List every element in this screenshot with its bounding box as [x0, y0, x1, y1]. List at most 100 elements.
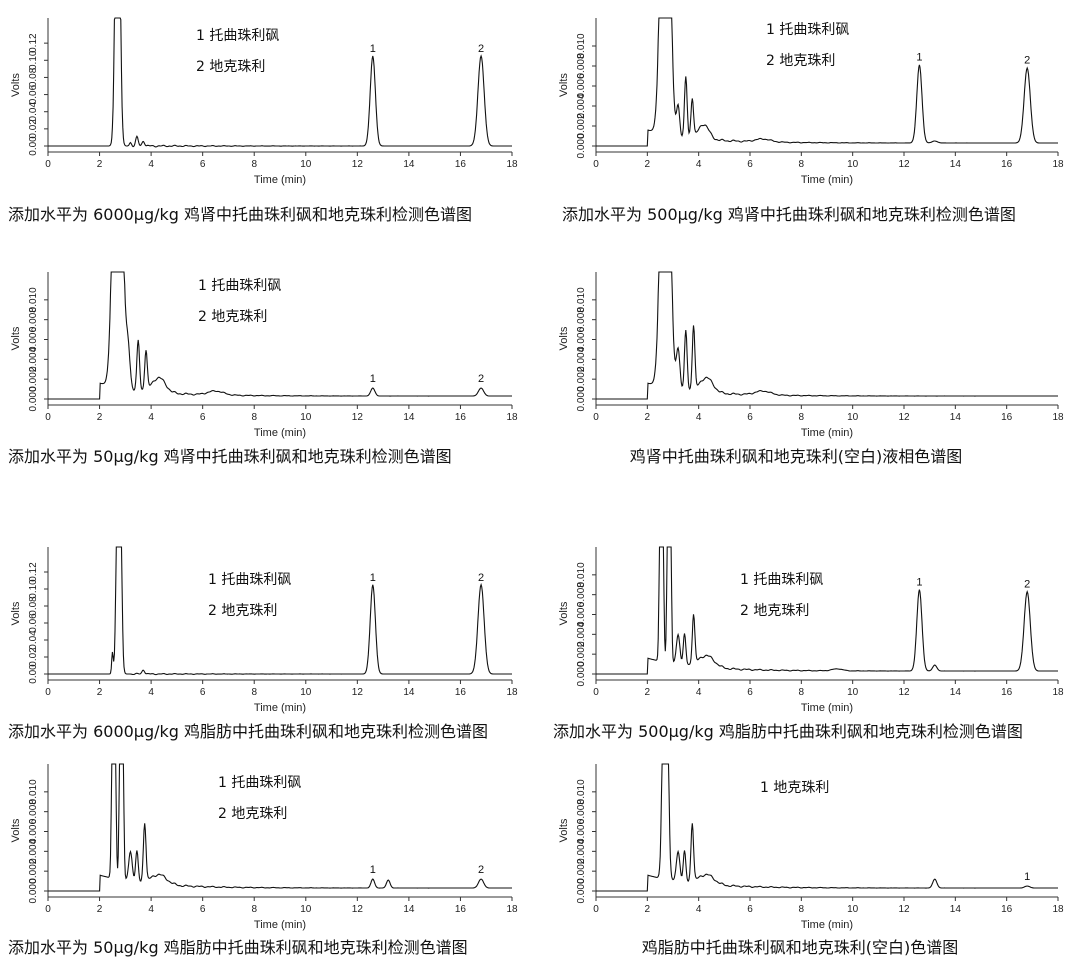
x-axis-title: Time (min) [254, 174, 306, 186]
y-tick-label: 0.10 [28, 50, 39, 70]
legend-entry: 1 托曲珠利砜 [766, 22, 849, 38]
peak-label: 2 [1024, 578, 1030, 590]
chromatogram-trace [48, 271, 512, 400]
x-tick-label: 14 [950, 412, 962, 423]
x-tick-label: 12 [352, 904, 364, 915]
chromatogram-trace [48, 763, 512, 892]
y-tick-label: 0.004 [576, 93, 587, 118]
x-tick-label: 18 [506, 904, 518, 915]
x-tick-label: 16 [455, 412, 467, 423]
y-tick-label: 0.10 [28, 579, 39, 599]
x-tick-label: 12 [352, 159, 364, 170]
x-tick-label: 12 [898, 159, 910, 170]
y-tick-label: 0.008 [28, 307, 39, 332]
x-tick-label: 6 [200, 904, 206, 915]
x-tick-label: 2 [97, 412, 103, 423]
y-tick-label: 0.008 [576, 582, 587, 607]
x-tick-label: 18 [506, 159, 518, 170]
x-tick-label: 2 [97, 159, 103, 170]
figure-caption: 添加水平为 50μg/kg 鸡脂肪中托曲珠利砜和地克珠利检测色谱图 [8, 938, 468, 957]
x-tick-label: 6 [200, 159, 206, 170]
x-tick-label: 0 [593, 159, 599, 170]
x-tick-label: 6 [200, 687, 206, 698]
y-axis-title: Volts [558, 326, 570, 350]
legend-entry: 2 地克珠利 [740, 603, 809, 619]
y-tick-label: 0.006 [28, 819, 39, 844]
x-tick-label: 4 [148, 687, 154, 698]
x-tick-label: 14 [950, 904, 962, 915]
y-tick-label: 0.04 [28, 102, 39, 122]
peak-label: 2 [1024, 55, 1030, 67]
chromatogram-trace [596, 546, 1058, 675]
x-tick-label: 18 [506, 412, 518, 423]
x-tick-label: 8 [799, 412, 805, 423]
chromatogram-trace [596, 271, 1058, 400]
y-tick-label: 0.010 [28, 287, 39, 312]
figure-caption: 添加水平为 50μg/kg 鸡肾中托曲珠利砜和地克珠利检测色谱图 [8, 447, 452, 466]
chromatogram-trace [48, 17, 512, 148]
y-tick-label: 0.004 [576, 621, 587, 646]
figure-caption: 鸡脂肪中托曲珠利砜和地克珠利(空白)色谱图 [642, 938, 959, 957]
x-tick-label: 8 [799, 159, 805, 170]
chromatogram-trace [596, 17, 1058, 147]
x-tick-label: 6 [747, 904, 753, 915]
y-tick-label: 0.006 [576, 819, 587, 844]
figure-caption: 添加水平为 6000μg/kg 鸡肾中托曲珠利砜和地克珠利检测色谱图 [8, 205, 472, 224]
y-axis-title: Volts [10, 601, 22, 625]
legend-entry: 2 地克珠利 [198, 309, 267, 325]
y-tick-label: 0.000 [28, 386, 39, 411]
x-tick-label: 10 [847, 412, 859, 423]
peak-label: 2 [478, 43, 484, 55]
y-tick-label: 0.004 [576, 838, 587, 863]
x-tick-label: 14 [403, 412, 415, 423]
x-tick-label: 4 [696, 687, 702, 698]
y-tick-label: 0.00 [28, 136, 39, 156]
x-tick-label: 10 [300, 904, 312, 915]
legend-entry: 1 托曲珠利砜 [740, 572, 823, 588]
y-tick-label: 0.12 [28, 33, 39, 53]
peak-label: 2 [478, 864, 484, 876]
x-tick-label: 12 [898, 904, 910, 915]
y-tick-label: 0.06 [28, 84, 39, 104]
x-tick-label: 8 [799, 904, 805, 915]
x-tick-label: 0 [593, 687, 599, 698]
x-tick-label: 12 [898, 687, 910, 698]
x-tick-label: 14 [403, 159, 415, 170]
legend-entry: 1 托曲珠利砜 [218, 775, 301, 791]
x-tick-label: 4 [148, 412, 154, 423]
y-tick-label: 0.002 [576, 858, 587, 883]
figure-caption: 添加水平为 500μg/kg 鸡肾中托曲珠利砜和地克珠利检测色谱图 [562, 205, 1016, 224]
x-tick-label: 14 [950, 687, 962, 698]
x-tick-label: 16 [1001, 687, 1013, 698]
x-tick-label: 18 [506, 687, 518, 698]
x-tick-label: 12 [352, 687, 364, 698]
legend-entry: 2 地克珠利 [218, 806, 287, 822]
x-tick-label: 14 [403, 904, 415, 915]
y-tick-label: 0.006 [576, 602, 587, 627]
x-tick-label: 8 [251, 159, 257, 170]
x-tick-label: 2 [97, 904, 103, 915]
y-axis-title: Volts [10, 818, 22, 842]
x-tick-label: 10 [847, 904, 859, 915]
chromatogram-panel-4: 0 2 4 6 8 10 12 14 16 18 Time (min) 0.0000.0020.004… [558, 271, 1064, 439]
chromatogram-trace [596, 763, 1058, 892]
x-tick-label: 16 [455, 159, 467, 170]
x-tick-label: 2 [645, 159, 651, 170]
x-tick-label: 18 [1052, 687, 1064, 698]
peak-label: 1 [370, 43, 376, 55]
x-tick-label: 10 [847, 159, 859, 170]
x-tick-label: 18 [1052, 412, 1064, 423]
y-tick-label: 0.004 [28, 838, 39, 863]
y-tick-label: 0.010 [576, 562, 587, 587]
y-tick-label: 0.008 [576, 799, 587, 824]
y-tick-label: 0.010 [576, 779, 587, 804]
x-tick-label: 0 [45, 687, 51, 698]
x-tick-label: 10 [300, 687, 312, 698]
x-tick-label: 2 [645, 687, 651, 698]
y-tick-label: 0.06 [28, 613, 39, 633]
y-tick-label: 0.000 [576, 661, 587, 686]
x-tick-label: 4 [696, 412, 702, 423]
